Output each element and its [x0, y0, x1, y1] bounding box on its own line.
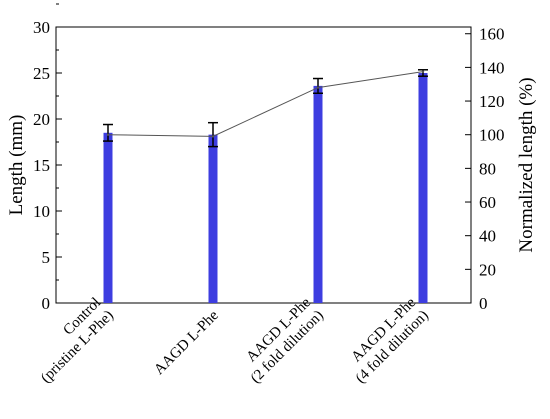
right-tick-label: 80	[479, 159, 496, 178]
right-tick-label: 40	[479, 227, 496, 246]
bar-series	[103, 73, 428, 303]
right-tick-label: 100	[479, 126, 505, 145]
normalized-line	[107, 71, 424, 137]
error-bars	[103, 69, 428, 148]
category-label: AAGD L-Phe	[151, 307, 222, 378]
line-point	[211, 135, 215, 138]
bar	[313, 85, 323, 303]
bar	[103, 132, 113, 303]
left-tick-label: 30	[33, 18, 50, 37]
right-tick-label: 120	[479, 92, 505, 111]
left-tick-label: 10	[33, 202, 50, 221]
right-tick-label: 20	[479, 260, 496, 279]
left-tick-label: 20	[33, 110, 50, 129]
bar	[208, 134, 218, 303]
category-labels: Control(pristine L-Phe) AAGD L-Phe AAGD L-…	[25, 295, 432, 387]
category-label: Control(pristine L-Phe)	[25, 295, 116, 386]
left-tick-label: 15	[33, 156, 50, 175]
right-axis-title: Normalized length (%)	[516, 77, 537, 252]
right-tick-label: 60	[479, 193, 496, 212]
category-label: AAGD L-Phe(2 fold dilution)	[235, 295, 327, 387]
bar	[418, 73, 428, 303]
left-tick-label: 0	[42, 294, 51, 313]
left-axis-ticks: 0 5 10 15 20 25 30	[33, 3, 62, 313]
right-tick-label: 160	[479, 25, 505, 44]
left-tick-label: 25	[33, 64, 50, 83]
category-label: AAGD L-Phe(4 fold dilution)	[340, 295, 432, 387]
left-tick-label: 5	[42, 248, 51, 267]
right-tick-label: 0	[479, 294, 488, 313]
line-point	[421, 70, 425, 73]
line-point	[106, 133, 110, 136]
right-axis-ticks: 0 20 40 60 80 100 120 140 160	[465, 25, 505, 313]
left-axis-title: Length (mm)	[6, 115, 27, 216]
plot-frame	[55, 26, 472, 304]
normalized-line-series	[106, 70, 425, 138]
line-point	[316, 86, 320, 89]
category-label-line: AAGD L-Phe	[151, 307, 222, 378]
right-tick-label: 140	[479, 58, 505, 77]
